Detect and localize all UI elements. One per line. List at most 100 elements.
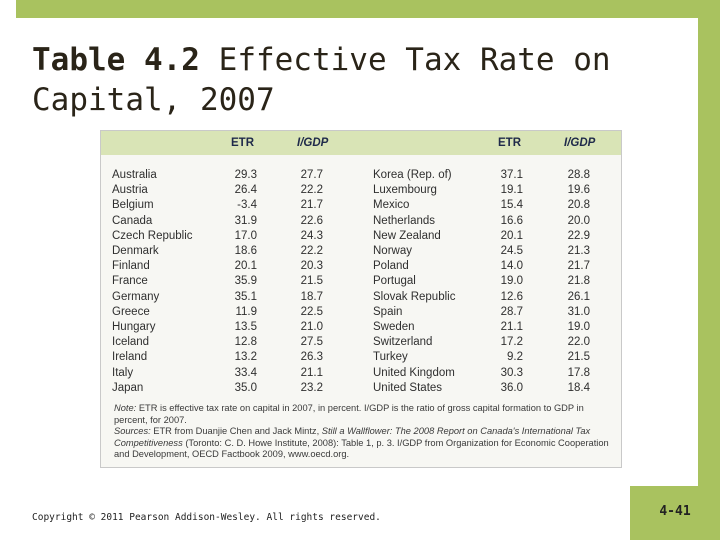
sources-book-title: Still a Wallflower: The 2008 Report on C… [114,426,591,448]
table-row: Czech Republic 17.0 24.3 New Zealand 20.1 22.… [101,230,621,245]
table-row: Finland 20.1 20.3 Poland 14.0 21.7 [101,260,621,275]
etr-cell: 12.6 [500,290,523,303]
igdp-cell: 21.0 [300,321,323,333]
igdp-cell: 31.0 [567,305,590,318]
table-row: Italy 33.4 21.1 United Kingdom 30.3 17.8 [101,367,621,382]
country-cell: Netherlands [373,214,436,227]
country-cell: Denmark [112,245,159,257]
header-etr-right: ETR [498,137,521,149]
country-cell: United Kingdom [373,366,455,379]
country-cell: Iceland [112,336,150,349]
country-cell: Luxembourg [373,184,437,197]
country-cell: Ireland [112,351,148,364]
country-cell: Switzerland [373,336,433,349]
igdp-cell: 18.4 [567,381,590,394]
sources-line: Sources: ETR from Duanjie Chen and Jack … [114,426,614,461]
etr-cell: 21.1 [500,321,523,333]
igdp-cell: 21.5 [567,351,590,364]
etr-cell: 16.6 [500,214,523,227]
etr-cell: 19.0 [500,275,523,288]
igdp-cell: 26.1 [567,290,590,303]
etr-cell: 33.4 [234,366,257,379]
country-cell: Australia [112,169,157,181]
sources-text-2: (Toronto: C. D. Howe Institute, 2008): T… [114,437,609,460]
copyright-text: Copyright © 2011 Pearson Addison-Wesley.… [32,512,381,523]
etr-cell: 11.9 [235,305,257,318]
country-cell: Finland [112,260,150,273]
etr-cell: 17.2 [500,336,523,349]
igdp-cell: 24.3 [300,229,323,242]
etr-cell: 31.9 [234,214,257,227]
igdp-cell: 18.7 [300,290,323,303]
country-cell: Slovak Republic [373,290,456,303]
country-cell: United States [373,381,443,394]
igdp-cell: 17.8 [567,366,590,379]
table-row: Ireland 13.2 26.3 Turkey 9.2 21.5 [101,351,621,366]
table-notes: Note: ETR is effective tax rate on capit… [114,403,614,461]
country-cell: Turkey [373,351,408,364]
igdp-cell: 20.0 [567,214,590,227]
igdp-cell: 28.8 [567,169,590,181]
etr-cell: 29.3 [234,169,257,181]
note-text: ETR is effective tax rate on capital in … [114,403,584,425]
table-header-row: ETR I/GDP ETR I/GDP [101,131,621,155]
igdp-cell: 22.5 [300,305,323,318]
igdp-cell: 21.1 [300,366,323,379]
note-label: Note: [114,403,137,413]
table-row: Greece 11.9 22.5 Spain 28.7 31.0 [101,306,621,321]
country-cell: Poland [373,260,409,273]
table-row: Denmark 18.6 22.2 Norway 24.5 21.3 [101,245,621,260]
sources-text-1: ETR from Duanjie Chen and Jack Mintz, [153,426,320,436]
country-cell: Norway [373,245,412,257]
country-cell: New Zealand [373,229,441,242]
etr-cell: 13.2 [234,351,257,364]
country-cell: Mexico [373,199,410,212]
country-cell: Austria [112,184,148,197]
etr-cell: 28.7 [500,305,523,318]
country-cell: Korea (Rep. of) [373,169,452,181]
header-igdp-right: I/GDP [564,137,596,149]
country-cell: Hungary [112,321,156,333]
etr-cell: 19.1 [500,184,523,197]
etr-cell: 20.1 [234,260,257,273]
igdp-cell: 19.6 [567,184,590,197]
table-row: France 35.9 21.5 Portugal 19.0 21.8 [101,275,621,290]
igdp-cell: 20.3 [300,260,323,273]
etr-cell: 30.3 [500,366,523,379]
etr-cell: 35.0 [234,381,257,394]
igdp-cell: 22.0 [567,336,590,349]
tax-rate-table: ETR I/GDP ETR I/GDP Australia 29.3 27.7 Kor… [100,130,622,468]
slide-title: Table 4.2 Effective Tax Rate on Capital,… [32,40,672,120]
table-row: Germany 35.1 18.7 Slovak Republic 12.6 26.1 [101,291,621,306]
table-row: Canada 31.9 22.6 Netherlands 16.6 20.0 [101,215,621,230]
note-line: Note: ETR is effective tax rate on capit… [114,403,614,426]
table-row: Japan 35.0 23.2 United States 36.0 18.4 [101,382,621,397]
etr-cell: 37.1 [500,169,523,181]
country-cell: Czech Republic [112,229,193,242]
sources-label: Sources: [114,426,151,436]
etr-cell: 15.4 [500,199,523,212]
header-etr-left: ETR [231,137,254,149]
etr-cell: 36.0 [500,381,523,394]
etr-cell: 20.1 [500,229,523,242]
igdp-cell: 22.6 [300,214,323,227]
igdp-cell: 21.3 [567,245,590,257]
page-number: 4-41 [659,504,691,519]
country-cell: Spain [373,305,403,318]
right-accent-bar [698,0,720,486]
igdp-cell: 19.0 [567,321,590,333]
igdp-cell: 26.3 [300,351,323,364]
top-accent-strip [16,0,720,18]
igdp-cell: 22.2 [300,184,323,197]
header-igdp-left: I/GDP [297,137,329,149]
country-cell: Portugal [373,275,416,288]
igdp-cell: 21.8 [567,275,590,288]
country-cell: Italy [112,366,134,379]
igdp-cell: 21.5 [300,275,323,288]
country-cell: Japan [112,381,144,394]
table-row: Belgium -3.4 21.7 Mexico 15.4 20.8 [101,199,621,214]
page-number-badge [630,486,720,540]
etr-cell: 13.5 [234,321,257,333]
table-row: Australia 29.3 27.7 Korea (Rep. of) 37.1 28.8 [101,169,621,184]
title-table-number: Table 4.2 [32,42,200,78]
